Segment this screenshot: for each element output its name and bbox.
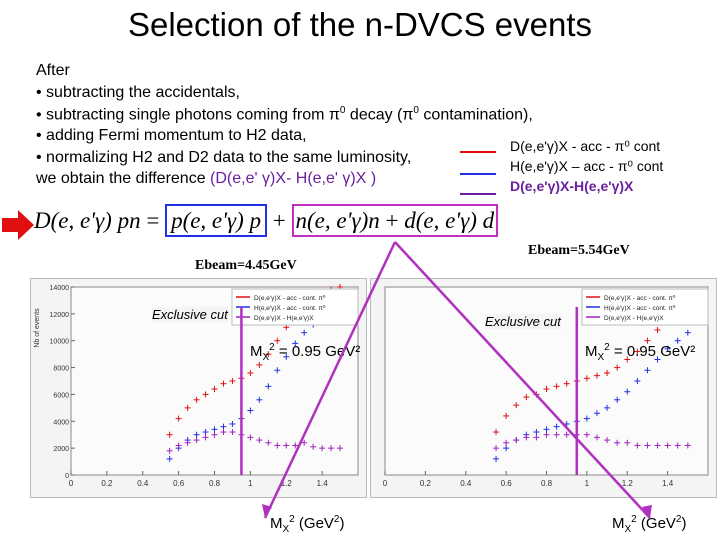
plot-legend-text: D(e,e'γ)X - H(e,e'γ)X	[604, 315, 664, 322]
x-tick-label: 0.8	[541, 479, 553, 488]
text-obtain: we obtain the difference (D(e,e' γ)X- H(…	[36, 170, 376, 188]
plot-right: 0 0.2 0.4 0.6 0.8 1 1.2 1.4 D(e,e'γ)X - acc - co…	[370, 278, 717, 498]
legend-line-d2	[460, 151, 496, 153]
bullet-pi0-e: contamination),	[418, 106, 533, 124]
y-tick-label: 12000	[50, 312, 70, 319]
y-tick-label: 0	[65, 473, 69, 480]
bullet-fermi: • adding Fermi momentum to H2 data,	[36, 127, 307, 144]
x-tick-label: 0.4	[137, 479, 149, 488]
formula: D(e, e'γ) pn = p(e, e'γ) p + n(e, e'γ)n …	[34, 204, 499, 237]
x-tick-label: 1.2	[281, 479, 293, 488]
x-tick-label: 1	[585, 479, 590, 488]
y-tick-label: 4000	[53, 419, 69, 426]
mx-label-right: MX2 = 0.95 GeV²	[585, 342, 696, 363]
mx-label-left: MX2 = 0.95 GeV²	[250, 342, 361, 363]
ebeam-right-label: Ebeam=5.54GeV	[528, 243, 630, 258]
formula-neutron-term: n(e, e'γ)n + d(e, e'γ) d	[291, 204, 499, 237]
x-tick-label: 1.4	[317, 479, 329, 488]
text-after: After	[36, 62, 70, 79]
x-tick-label: 1.4	[662, 479, 674, 488]
x-tick-label: 0.2	[420, 479, 432, 488]
plot-legend-text: D(e,e'γ)X - H(e,e'γ)X	[254, 315, 314, 322]
formula-deuteron-text: d(e, e'γ) d	[404, 208, 495, 233]
bullet-pi0: • subtracting single photons coming from…	[36, 105, 533, 124]
x-tick-label: 0.4	[460, 479, 472, 488]
legend-text-d2: D(e,e'γ)X - acc - π⁰ cont	[510, 138, 660, 155]
x-tick-label: 1	[248, 479, 253, 488]
x-tick-label: 0	[383, 479, 388, 488]
bullet-pi0-c: decay (π	[345, 106, 414, 124]
y-tick-label: 8000	[53, 366, 69, 373]
text-obtain-difference: (D(e,e' γ)X- H(e,e' γ)X )	[210, 170, 377, 187]
x-tick-label: 0.2	[101, 479, 113, 488]
legend-line-diff	[460, 193, 496, 195]
ebeam-left-label: Ebeam=4.45GeV	[195, 258, 297, 273]
bullet-normalize: • normalizing H2 and D2 data to the same…	[36, 149, 412, 166]
x-tick-label: 0.6	[501, 479, 513, 488]
text-obtain-prefix: we obtain the difference	[36, 170, 211, 187]
x-tick-label: 0.8	[209, 479, 221, 488]
formula-proton-term: p(e, e'γ) p	[165, 204, 268, 237]
x-axis-title-right: MX2 (GeV2)	[612, 514, 687, 535]
y-tick-label: 14000	[50, 285, 70, 292]
plot-legend-text: H(e,e'γ)X - acc - cont. π⁰	[604, 304, 676, 312]
bullet-pi0-sup2: 0	[413, 105, 419, 116]
y-tick-label: 6000	[53, 392, 69, 399]
red-arrow-icon	[2, 210, 34, 240]
legend-text-h2: H(e,e'γ)X – acc - π⁰ cont	[510, 158, 664, 174]
x-tick-label: 1.2	[622, 479, 634, 488]
legend-text-diff: D(e,e'γ)X-H(e,e'γ)X	[510, 178, 634, 194]
plot-legend-text: H(e,e'γ)X - acc - cont. π⁰	[254, 304, 326, 312]
formula-eq: =	[140, 208, 166, 233]
y-tick-label: 2000	[53, 446, 69, 453]
plot-legend-text: D(e,e'γ)X - acc - cont. π⁰	[254, 294, 326, 302]
formula-lhs: D(e, e'γ) pn	[34, 208, 141, 233]
x-tick-label: 0	[69, 479, 74, 488]
plot-right-svg: 0 0.2 0.4 0.6 0.8 1 1.2 1.4 D(e,e'γ)X - acc - co…	[383, 286, 709, 488]
x-tick-label: 0.6	[173, 479, 185, 488]
bullet-pi0-sup1: 0	[339, 105, 346, 116]
formula-plus1: +	[267, 208, 292, 233]
page-title: Selection of the n-DVCS events	[127, 6, 593, 43]
legend-line-h2	[460, 173, 496, 175]
plot-legend-text: D(e,e'γ)X - acc - cont. π⁰	[604, 294, 676, 302]
x-axis-title-left: MX2 (GeV2)	[270, 514, 345, 535]
exclusive-cut-right: Exclusive cut	[485, 314, 561, 329]
formula-neutron-text: n(e, e'γ)n	[295, 208, 380, 233]
formula-plus2: +	[379, 208, 405, 233]
legend-item1-text: D(e,e'γ)X - acc - π⁰ cont	[510, 138, 661, 154]
exclusive-cut-left: Exclusive cut	[152, 307, 228, 322]
y-tick-label: 10000	[50, 339, 70, 346]
bullet-pi0-a: • subtracting single photons coming from…	[36, 106, 340, 124]
y-axis-label: Nb of events	[34, 308, 41, 348]
bullet-accidentals: • subtracting the accidentals,	[36, 84, 240, 101]
top-legend: D(e,e'γ)X - acc - π⁰ cont H(e,e'γ)X – ac…	[458, 128, 720, 200]
